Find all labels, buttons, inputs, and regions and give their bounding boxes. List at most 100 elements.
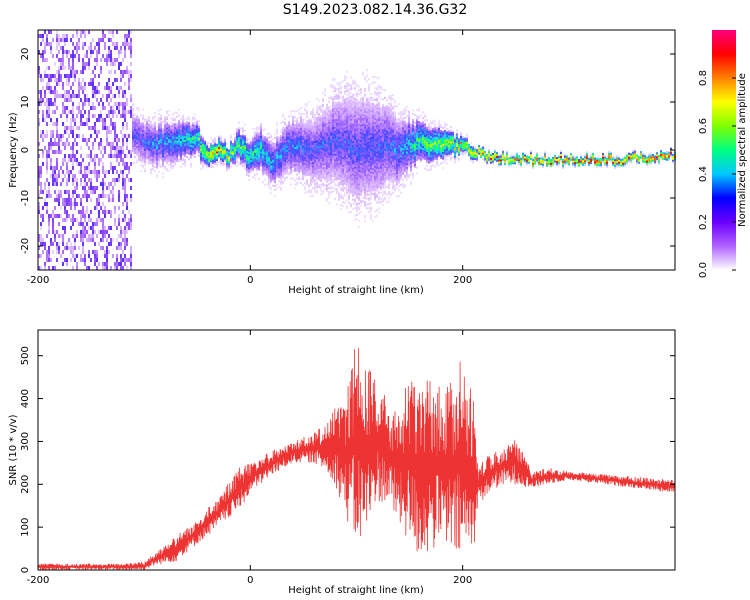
spectrogram-cell bbox=[314, 141, 316, 144]
spectrogram-cell bbox=[38, 266, 40, 270]
spectrogram-cell bbox=[334, 168, 336, 171]
spectrogram-cell bbox=[290, 131, 292, 134]
spectrogram-cell bbox=[368, 130, 370, 133]
spectrogram-cell bbox=[256, 159, 258, 162]
spectrogram-cell bbox=[370, 173, 372, 176]
spectrogram-cell bbox=[356, 210, 358, 213]
spectrogram-cell bbox=[362, 140, 364, 143]
spectrogram-cell bbox=[76, 178, 78, 182]
spectrogram-cell bbox=[352, 187, 354, 190]
spectrogram-cell bbox=[310, 164, 312, 167]
spectrogram-cell bbox=[366, 186, 368, 189]
spectrogram-cell bbox=[112, 142, 114, 146]
spectrogram-cell bbox=[212, 156, 214, 159]
spectrogram-cell bbox=[156, 151, 158, 154]
spectrogram-cell bbox=[270, 142, 272, 145]
spectrogram-cell bbox=[356, 179, 358, 182]
spectrogram-cell bbox=[60, 190, 62, 194]
spectrogram-cell bbox=[222, 148, 224, 151]
spectrogram-cell bbox=[68, 142, 70, 146]
spectrogram-cell bbox=[40, 186, 42, 190]
spectrogram-cell bbox=[128, 34, 130, 38]
spectrogram-cell bbox=[348, 165, 350, 168]
spectrogram-cell bbox=[362, 167, 364, 170]
spectrogram-cell bbox=[364, 87, 366, 90]
spectrogram-cell bbox=[140, 154, 142, 157]
spectrogram-cell bbox=[110, 54, 112, 58]
spectrogram-cell bbox=[218, 141, 220, 144]
spectrogram-cell bbox=[338, 89, 340, 92]
spectrogram-cell bbox=[92, 38, 94, 42]
spectrogram-cell bbox=[62, 66, 64, 70]
spectrogram-cell bbox=[268, 144, 270, 147]
spectrogram-cell bbox=[370, 188, 372, 191]
spectrogram-cell bbox=[314, 183, 316, 186]
spectrogram-cell bbox=[348, 128, 350, 131]
spectrogram-cell bbox=[268, 151, 270, 154]
spectrogram-cell bbox=[276, 160, 278, 163]
spectrogram-cell bbox=[368, 89, 370, 92]
spectrogram-cell bbox=[220, 137, 222, 140]
spectrogram-cell bbox=[354, 126, 356, 129]
spectrogram-cell bbox=[300, 164, 302, 167]
spectrogram-cell bbox=[42, 154, 44, 158]
spectrogram-cell bbox=[348, 111, 350, 114]
spectrogram-cell bbox=[346, 88, 348, 91]
spectrogram-cell bbox=[366, 134, 368, 137]
spectrogram-cell bbox=[84, 82, 86, 86]
spectrogram-cell bbox=[182, 139, 184, 142]
spectrogram-cell bbox=[348, 159, 350, 162]
spectrogram-cell bbox=[54, 174, 56, 178]
spectrogram-cell bbox=[208, 157, 210, 160]
spectrogram-cell bbox=[346, 145, 348, 148]
spectrogram-cell bbox=[52, 174, 54, 178]
spectrogram-cell bbox=[248, 153, 250, 156]
spectrogram-cell bbox=[138, 132, 140, 135]
spectrogram-cell bbox=[136, 134, 138, 137]
spectrogram-cell bbox=[354, 82, 356, 85]
spectrogram-cell bbox=[96, 258, 98, 262]
spectrogram-cell bbox=[306, 120, 308, 123]
spectrogram-cell bbox=[352, 135, 354, 138]
spectrogram-cell bbox=[52, 54, 54, 58]
spectrogram-cell bbox=[264, 178, 266, 181]
spectrogram-cell bbox=[340, 133, 342, 136]
spectrogram-cell bbox=[348, 142, 350, 145]
spectrogram-cell bbox=[366, 164, 368, 167]
spectrogram-cell bbox=[344, 163, 346, 166]
spectrogram-cell bbox=[42, 58, 44, 62]
spectrogram-cell bbox=[130, 250, 132, 254]
spectrogram-cell bbox=[176, 127, 178, 130]
spectrogram-cell bbox=[198, 126, 200, 129]
spectrogram-cell bbox=[276, 156, 278, 159]
spectrogram-cell bbox=[106, 126, 108, 130]
spectrogram-cell bbox=[360, 140, 362, 143]
spectrogram-cell bbox=[340, 112, 342, 115]
spectrogram-cell bbox=[40, 130, 42, 134]
spectrogram-cell bbox=[66, 130, 68, 134]
spectrogram-cell bbox=[262, 146, 264, 149]
spectrogram-cell bbox=[120, 62, 122, 66]
spectrogram-cell bbox=[326, 117, 328, 120]
spectrogram-cell bbox=[348, 186, 350, 189]
spectrogram-cell bbox=[356, 102, 358, 105]
spectrogram-cell bbox=[234, 159, 236, 162]
spectrogram-cell bbox=[204, 142, 206, 145]
spectrogram-cell bbox=[272, 184, 274, 187]
spectrogram-cell bbox=[366, 116, 368, 119]
spectrogram-cell bbox=[268, 163, 270, 166]
spectrogram-cell bbox=[354, 214, 356, 217]
spectrogram-cell bbox=[100, 206, 102, 210]
spectrogram-cell bbox=[56, 78, 58, 82]
spectrogram-cell bbox=[172, 144, 174, 147]
spectrogram-cell bbox=[356, 217, 358, 220]
spectrogram-cell bbox=[160, 137, 162, 140]
spectrogram-cell bbox=[98, 170, 100, 174]
spectrogram-cell bbox=[324, 136, 326, 139]
spectrogram-cell bbox=[350, 126, 352, 129]
spectrogram-cell bbox=[328, 150, 330, 153]
spectrogram-cell bbox=[184, 137, 186, 140]
spectrogram-cell bbox=[256, 149, 258, 152]
spectrogram-cell bbox=[182, 130, 184, 133]
spectrogram-cell bbox=[260, 153, 262, 156]
